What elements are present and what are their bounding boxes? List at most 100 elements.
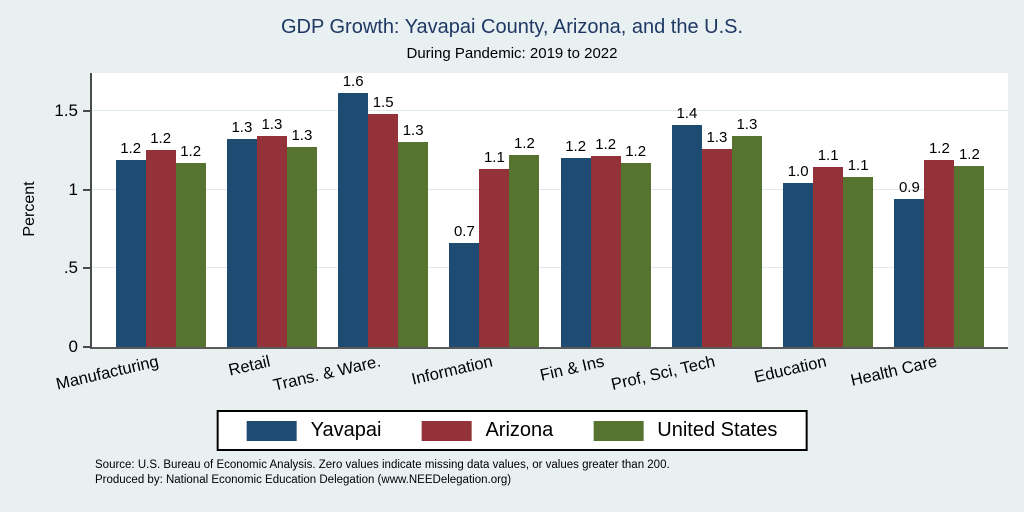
bar-value-label: 1.3 [736, 116, 758, 133]
bar-value-label: 1.2 [595, 136, 617, 154]
x-axis-label: Fin & Ins [537, 352, 606, 385]
bar-value-label: 1.3 [231, 119, 253, 137]
chart-title: GDP Growth: Yavapai County, Arizona, and… [280, 16, 744, 38]
y-axis-label: Percent [21, 181, 38, 237]
bar-value-label: 1.5 [372, 93, 394, 111]
bar-value-label: 1.2 [513, 134, 535, 152]
bar-group: 1.2 1.2 1.2 [550, 73, 661, 347]
bar [843, 176, 874, 347]
bar-value-label: 1.2 [958, 145, 980, 163]
bar-slot: 0.7 [449, 73, 480, 347]
bar [145, 150, 176, 347]
bar [368, 113, 399, 347]
bar [701, 148, 732, 347]
y-axis-tick [83, 188, 90, 191]
bar-slot: 1.3 [398, 73, 429, 347]
bar-slot: 1.3 [731, 73, 762, 347]
bar-value-label: 1.6 [342, 73, 364, 91]
y-axis-tick [83, 267, 90, 270]
bar [954, 165, 985, 347]
legend-item-arizona: Arizona [421, 419, 553, 442]
bar-slot: 1.2 [560, 73, 591, 347]
bar [590, 156, 621, 347]
bar-value-label: 0.7 [453, 223, 475, 241]
bar-slot: 1.3 [701, 73, 732, 347]
legend-label: Arizona [485, 419, 554, 441]
bar-slot: 1.2 [175, 73, 206, 347]
bar [398, 142, 429, 347]
bar-slot: 1.0 [783, 73, 814, 347]
bar-slot: 1.3 [256, 73, 287, 347]
bar-slot: 1.2 [145, 73, 176, 347]
y-axis-tick-label: 0 [68, 337, 78, 356]
bar-slot: 1.1 [479, 73, 510, 347]
gridline [92, 188, 1008, 190]
bar-value-label: 1.3 [706, 128, 728, 146]
y-axis-tick-label: 1 [68, 179, 78, 199]
bar [731, 136, 762, 347]
bar-slot: 1.2 [115, 73, 146, 347]
x-axis-label: Information [409, 352, 495, 389]
bar [894, 198, 925, 347]
bar [479, 169, 510, 347]
x-axis-label: Manufacturing [54, 352, 161, 394]
x-axis-label: Health Care [849, 352, 940, 390]
x-axis-label: Education [752, 352, 828, 387]
x-axis-label: Trans. & Ware. [271, 352, 383, 395]
gridline [92, 109, 1008, 111]
bar-group: 1.3 1.3 1.3 [216, 73, 327, 347]
bar-slot: 1.2 [590, 73, 621, 347]
bar-slot: 1.3 [226, 73, 257, 347]
bar [813, 167, 844, 347]
plot-area: 0 .5 1 1.5 1.2 1.2 1.2 1.3 1.3 1.3 1.6 1.5 1.3 0.7 1.1… [54, 73, 1008, 395]
bar-slot: 1.2 [954, 73, 985, 347]
y-axis-tick-label: .5 [63, 258, 78, 278]
bar-value-label: 1.3 [261, 116, 283, 133]
x-axis-label: Retail [226, 352, 272, 380]
produced-by-line: Produced by: National Economic Education… [95, 474, 512, 486]
bar-group: 0.7 1.1 1.2 [439, 73, 550, 347]
bar-group: 1.2 1.2 1.2 [105, 73, 216, 347]
bar-group: 1.4 1.3 1.3 [661, 73, 772, 347]
legend-item-yavapai: Yavapai [246, 419, 381, 442]
bar-value-label: 0.9 [898, 178, 920, 196]
bar-value-label: 1.3 [291, 127, 313, 145]
bar-value-label: 1.1 [817, 147, 839, 165]
bar-slot: 0.9 [894, 73, 925, 347]
bar-value-label: 1.2 [565, 138, 587, 156]
bar-slot: 1.2 [509, 73, 540, 347]
bar [115, 159, 146, 347]
bar-slot: 1.4 [671, 73, 702, 347]
bar-value-label: 1.3 [402, 122, 424, 140]
legend-swatch-yavapai [246, 420, 297, 441]
bar-group: 1.0 1.1 1.1 [773, 73, 884, 347]
bar-slot: 1.1 [813, 73, 844, 347]
legend: Yavapai Arizona United States [216, 410, 808, 451]
bar-group: 0.9 1.2 1.2 [884, 73, 995, 347]
bar-group: 1.6 1.5 1.3 [328, 73, 439, 347]
bar-value-label: 1.2 [625, 142, 647, 160]
bar-value-label: 1.4 [676, 104, 698, 122]
bar [620, 162, 651, 347]
y-axis-tick [83, 109, 90, 112]
bar-value-label: 1.2 [180, 142, 202, 160]
x-axis-label: Prof, Sci, Tech [609, 352, 717, 394]
bar [783, 183, 814, 347]
legend-swatch-united-states [593, 420, 644, 441]
source-line: Source: U.S. Bureau of Economic Analysis… [95, 459, 670, 471]
legend-label: United States [657, 419, 778, 441]
bar-slot: 1.1 [843, 73, 874, 347]
bar-value-label: 1.2 [928, 139, 950, 157]
bar-value-label: 1.2 [150, 130, 172, 148]
bars-container: 1.2 1.2 1.2 1.3 1.3 1.3 1.6 1.5 1.3 0.7 1.1 1.2 1.2 1… [92, 73, 1008, 347]
bar-value-label: 1.2 [120, 139, 142, 157]
gridline [92, 267, 1008, 269]
bar-slot: 1.2 [924, 73, 955, 347]
bar [509, 154, 540, 347]
bar [256, 136, 287, 347]
bar [175, 162, 206, 347]
chart-subtitle: During Pandemic: 2019 to 2022 [406, 45, 618, 62]
bar [560, 158, 591, 347]
source-note: Source: U.S. Bureau of Economic Analysis… [95, 458, 670, 488]
y-axis-tick-label: 1.5 [54, 100, 78, 120]
